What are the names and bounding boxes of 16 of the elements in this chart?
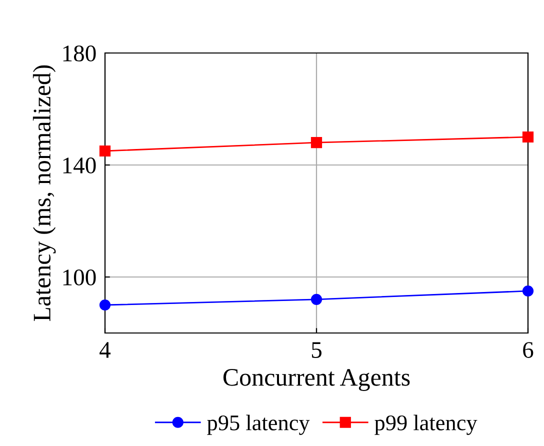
point xyxy=(99,299,111,311)
point xyxy=(522,285,534,297)
x-tick-label: 5 xyxy=(312,342,322,358)
x-axis-title: Concurrent Agents xyxy=(223,369,410,391)
legend-label: p95 latency xyxy=(207,414,310,435)
y-tick-label: 180 xyxy=(63,45,96,62)
point xyxy=(522,131,534,143)
y-tick-label: 100 xyxy=(63,269,96,286)
x-tick-label: 4 xyxy=(100,342,111,358)
point xyxy=(99,145,111,157)
point xyxy=(310,137,322,148)
legend-label: p99 latency xyxy=(374,414,478,435)
y-tick-label: 140 xyxy=(63,157,96,174)
x-tick-label: 6 xyxy=(523,342,534,358)
point xyxy=(310,294,322,305)
y-axis-title: Latency (ms, normalized) xyxy=(32,65,56,322)
